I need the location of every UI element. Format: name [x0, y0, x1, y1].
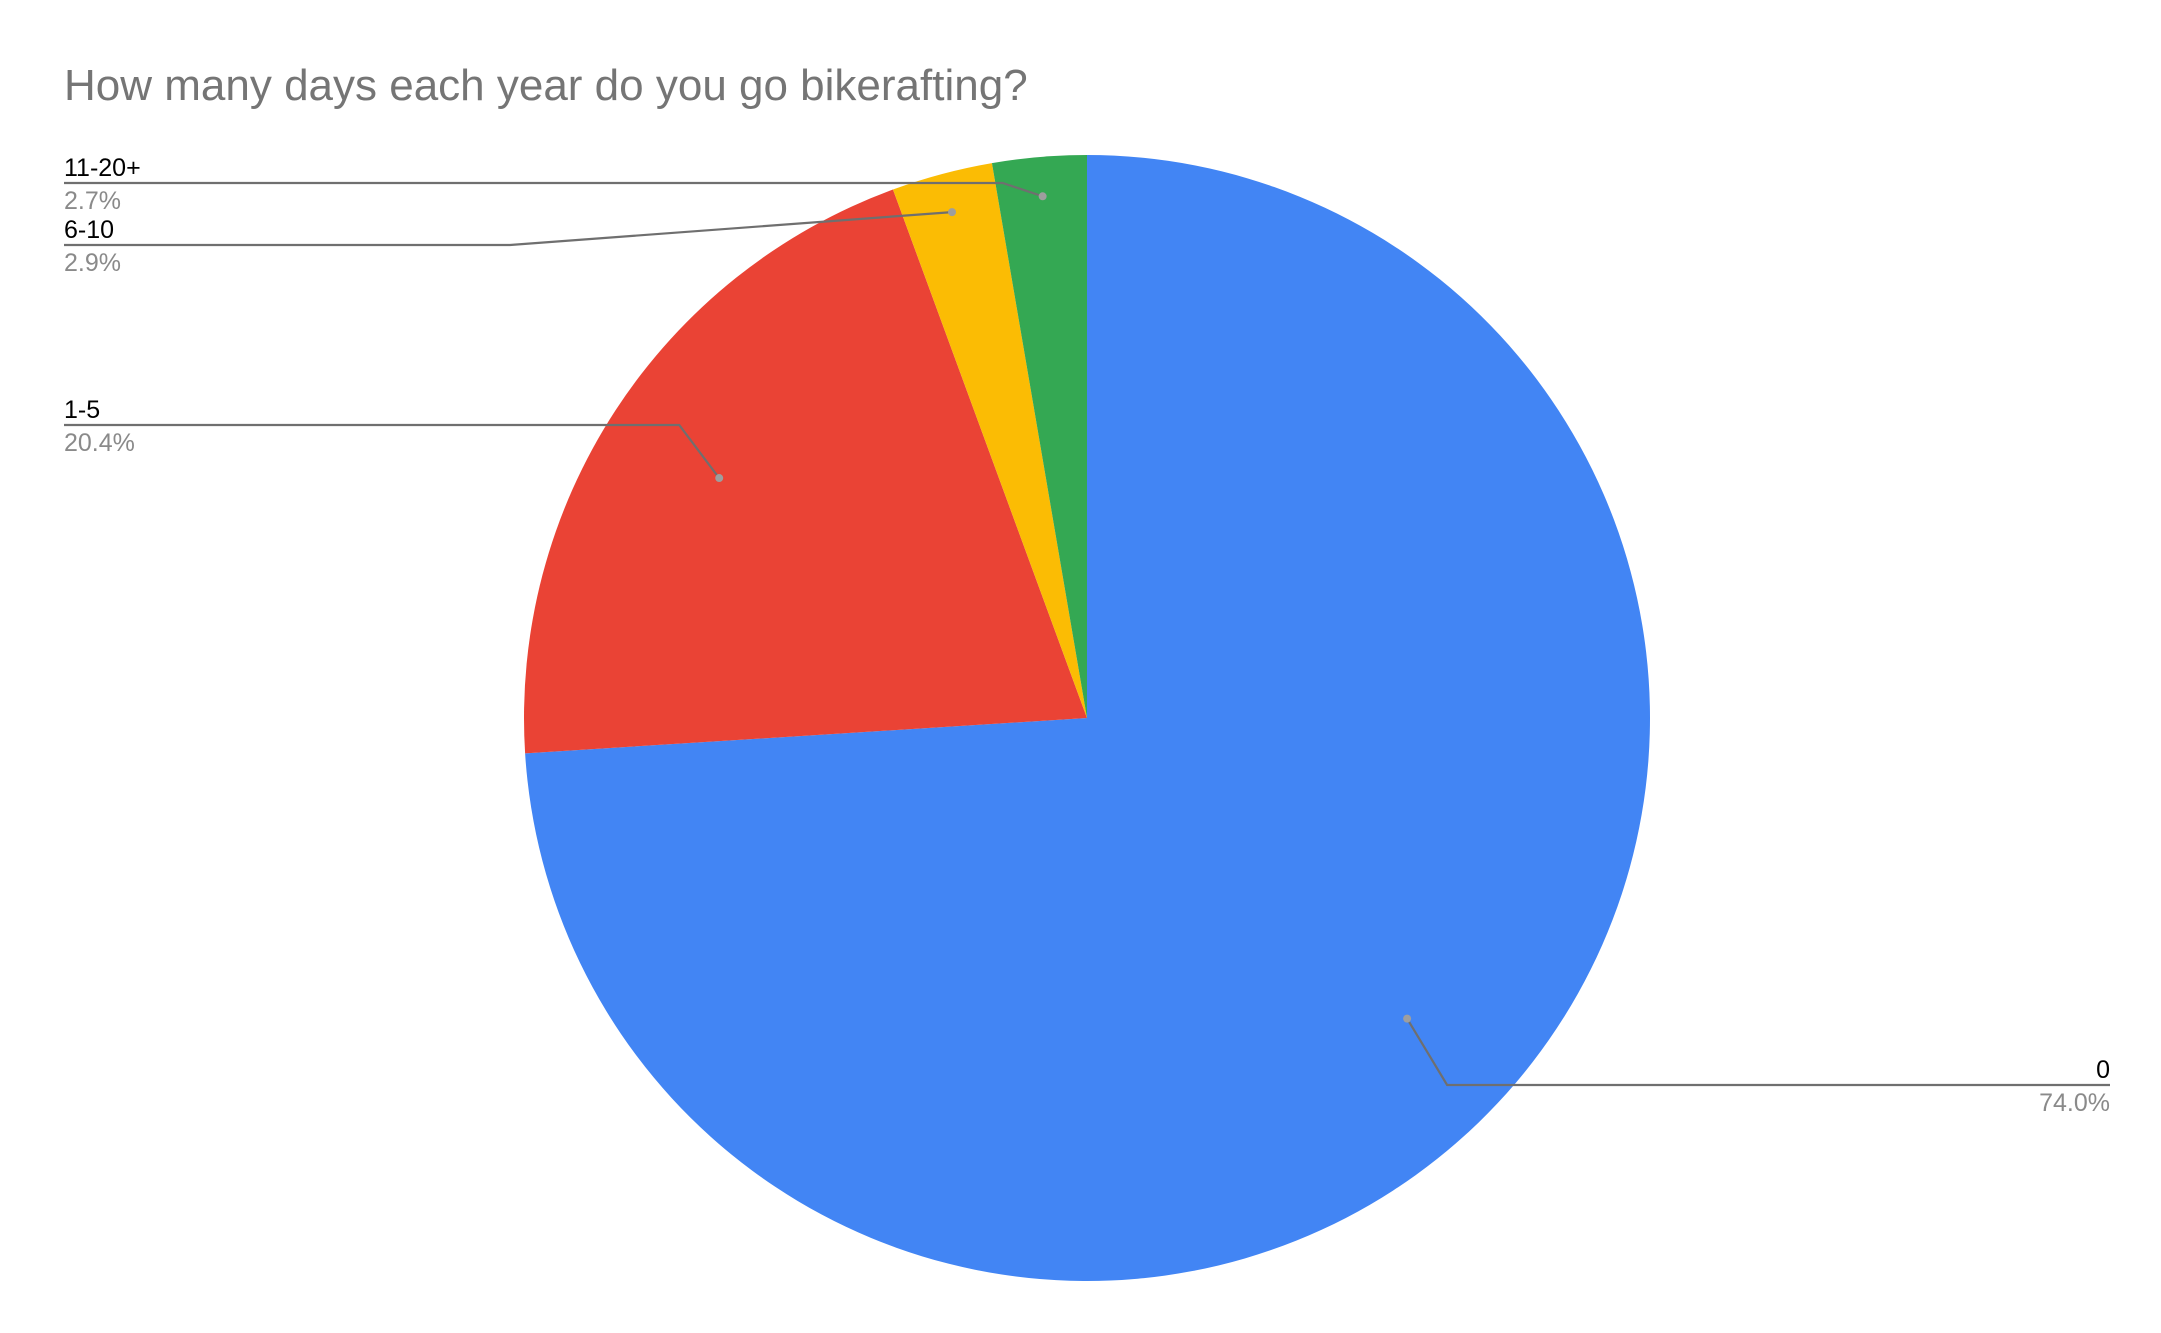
chart-title: How many days each year do you go bikera…: [64, 61, 1028, 110]
leader-line-11-20: [64, 181, 1043, 198]
leader-line-6-10: [64, 211, 953, 247]
leader-dot-6-10: [948, 208, 957, 217]
slice-label-6-10: 6-10: [64, 216, 114, 244]
leader-lines: [64, 181, 2110, 1087]
slice-percent-6-10: 2.9%: [64, 249, 121, 277]
leader-line-0: [1406, 1018, 2110, 1087]
leader-dot-11-20: [1038, 192, 1047, 201]
pie-slices: [523, 155, 1650, 1282]
slice-label-1-5: 1-5: [64, 396, 100, 424]
leader-line-1-5: [64, 423, 721, 479]
pie-slice-6-10: [892, 163, 1087, 718]
pie-slice-11-20: [991, 155, 1087, 718]
leader-dot-1-5: [715, 474, 724, 483]
slice-label-0: 0: [2096, 1056, 2110, 1084]
pie-slice-1-5: [523, 189, 1087, 754]
slice-percent-0: 74.0%: [2039, 1089, 2110, 1117]
leader-dot-0: [1403, 1014, 1412, 1023]
pie-slice-0: [525, 155, 1650, 1282]
slice-percent-11-20: 2.7%: [64, 187, 121, 215]
slice-percent-1-5: 20.4%: [64, 429, 135, 457]
slice-label-11-20: 11-20+: [64, 154, 141, 182]
slice-labels: 0 74.0% 1-5 20.4% 6-10 2.9% 11-20+ 2.7%: [64, 154, 2110, 1117]
